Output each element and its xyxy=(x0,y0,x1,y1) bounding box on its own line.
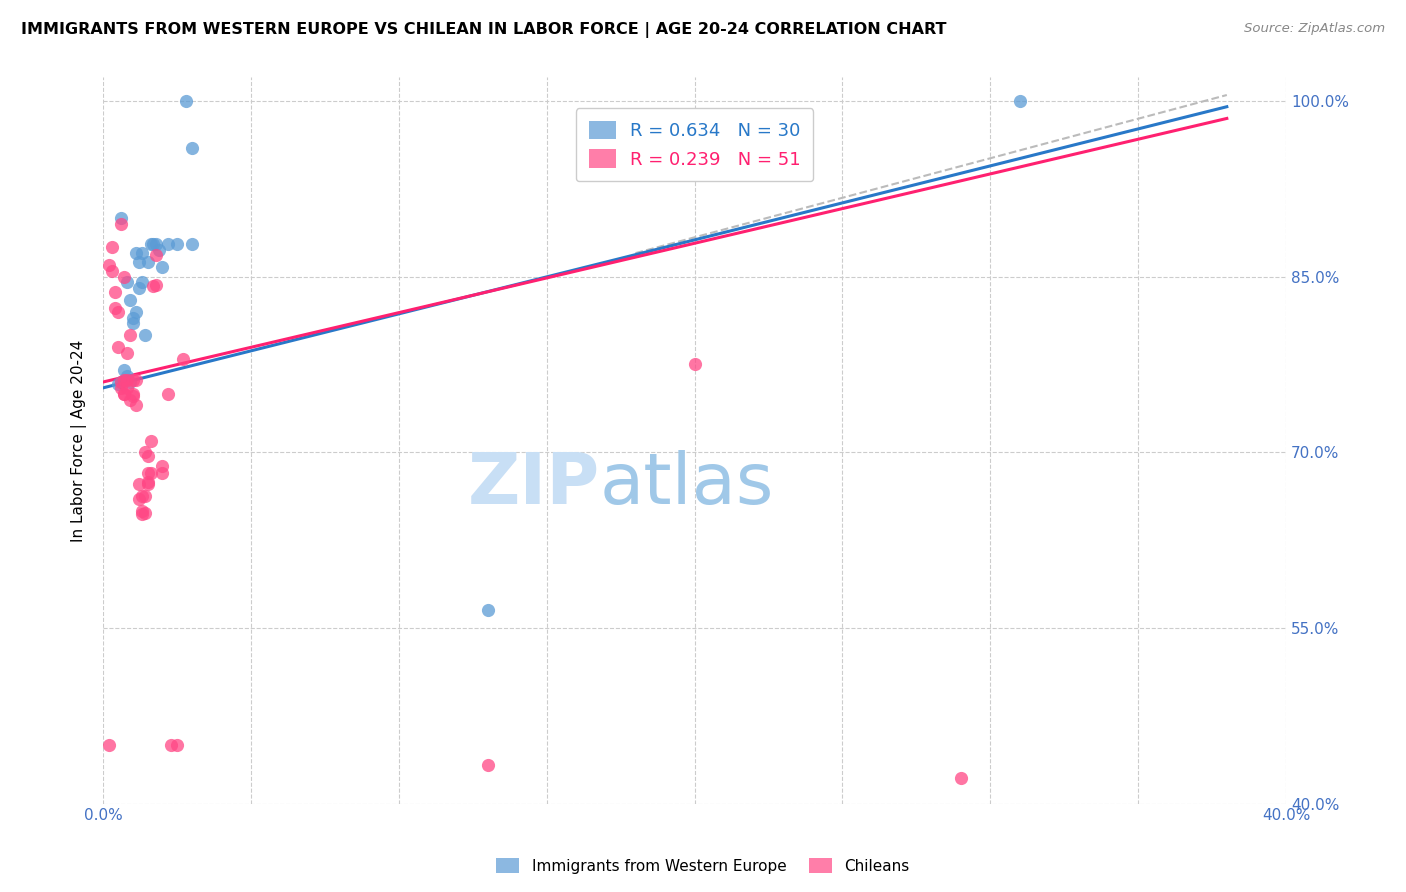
Text: ZIP: ZIP xyxy=(468,450,600,518)
Point xyxy=(104,285,127,299)
Point xyxy=(131,276,153,290)
Point xyxy=(110,375,132,389)
Point xyxy=(107,340,129,354)
Point xyxy=(125,304,148,318)
Point xyxy=(115,381,138,395)
Point xyxy=(180,141,202,155)
Text: Source: ZipAtlas.com: Source: ZipAtlas.com xyxy=(1244,22,1385,36)
Point xyxy=(180,236,202,251)
Point xyxy=(131,508,153,522)
Point xyxy=(118,293,141,307)
Point xyxy=(115,276,138,290)
Point xyxy=(115,345,138,359)
Point xyxy=(166,738,188,752)
Point xyxy=(110,381,132,395)
Point xyxy=(157,236,180,251)
Point xyxy=(121,317,143,331)
Point xyxy=(118,328,141,343)
Point xyxy=(128,281,150,295)
Point xyxy=(157,386,180,401)
Point xyxy=(131,504,153,518)
Point xyxy=(110,375,132,389)
Point xyxy=(150,467,173,481)
Point xyxy=(125,246,148,260)
Point xyxy=(112,373,135,387)
Point xyxy=(128,492,150,507)
Point xyxy=(112,269,135,284)
Point xyxy=(145,277,167,292)
Point xyxy=(136,449,159,463)
Point xyxy=(125,398,148,412)
Point xyxy=(145,236,167,251)
Point xyxy=(98,258,121,272)
Point xyxy=(101,263,124,277)
Point xyxy=(128,476,150,491)
Point xyxy=(148,243,170,257)
Point xyxy=(166,236,188,251)
Point xyxy=(104,301,127,315)
Point xyxy=(160,738,183,752)
Point xyxy=(134,506,156,520)
Point xyxy=(101,240,124,254)
Point xyxy=(121,373,143,387)
Point xyxy=(139,434,162,448)
Point xyxy=(112,386,135,401)
Point xyxy=(107,377,129,392)
Point xyxy=(145,248,167,262)
Point xyxy=(121,310,143,325)
Text: IMMIGRANTS FROM WESTERN EUROPE VS CHILEAN IN LABOR FORCE | AGE 20-24 CORRELATION: IMMIGRANTS FROM WESTERN EUROPE VS CHILEA… xyxy=(21,22,946,38)
Point xyxy=(949,771,972,785)
Point xyxy=(125,373,148,387)
Point xyxy=(683,358,706,372)
Point xyxy=(121,389,143,403)
Point xyxy=(134,328,156,343)
Point xyxy=(142,279,165,293)
Point xyxy=(142,236,165,251)
Point xyxy=(131,489,153,503)
Point xyxy=(107,304,129,318)
Point xyxy=(98,738,121,752)
Point xyxy=(128,255,150,269)
Point xyxy=(134,445,156,459)
Y-axis label: In Labor Force | Age 20-24: In Labor Force | Age 20-24 xyxy=(72,339,87,541)
Point xyxy=(118,392,141,407)
Point xyxy=(139,236,162,251)
Point xyxy=(136,475,159,489)
Point xyxy=(131,246,153,260)
Point xyxy=(110,211,132,225)
Point xyxy=(136,476,159,491)
Legend: R = 0.634   N = 30, R = 0.239   N = 51: R = 0.634 N = 30, R = 0.239 N = 51 xyxy=(576,108,813,181)
Point xyxy=(115,373,138,387)
Point xyxy=(136,467,159,481)
Point xyxy=(139,467,162,481)
Point xyxy=(150,459,173,474)
Point xyxy=(115,369,138,384)
Point xyxy=(118,375,141,389)
Legend: Immigrants from Western Europe, Chileans: Immigrants from Western Europe, Chileans xyxy=(491,852,915,880)
Text: atlas: atlas xyxy=(600,450,775,518)
Point xyxy=(150,260,173,275)
Point xyxy=(172,351,194,366)
Point xyxy=(136,255,159,269)
Point xyxy=(174,94,197,108)
Point xyxy=(477,758,499,772)
Point xyxy=(134,489,156,503)
Point xyxy=(112,363,135,377)
Point xyxy=(121,386,143,401)
Point xyxy=(1008,94,1031,108)
Point xyxy=(112,386,135,401)
Point xyxy=(477,603,499,617)
Point xyxy=(110,217,132,231)
